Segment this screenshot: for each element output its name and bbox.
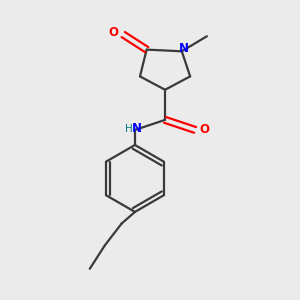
Text: H: H: [125, 124, 133, 134]
Text: O: O: [109, 26, 119, 39]
Text: N: N: [178, 42, 188, 55]
Text: N: N: [132, 122, 142, 135]
Text: O: O: [200, 123, 209, 136]
